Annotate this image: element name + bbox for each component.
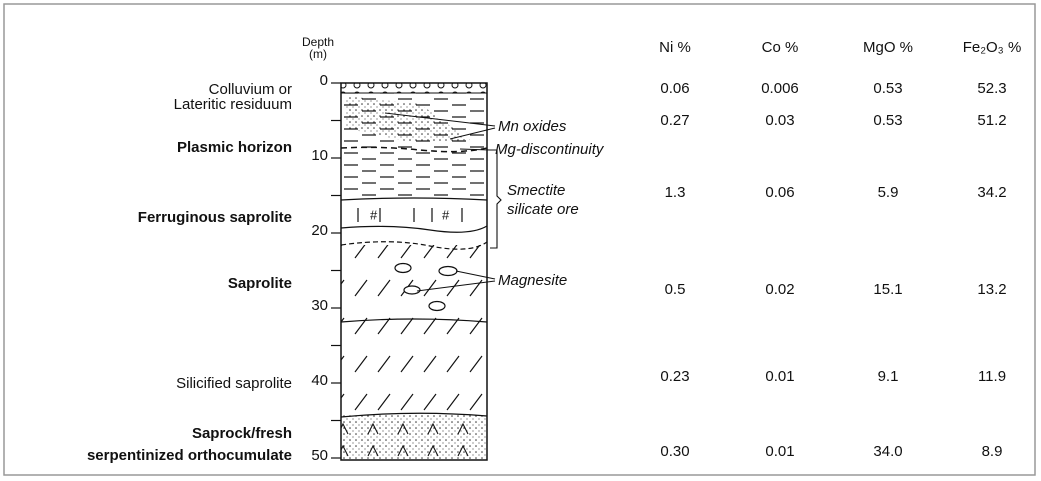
annotation: Smectite <box>507 182 565 199</box>
table-cell: 0.30 <box>660 443 689 460</box>
depth-label: 50 <box>311 447 328 464</box>
layer-label: Ferruginous saprolite <box>138 209 292 226</box>
table-cell: 11.9 <box>978 368 1006 385</box>
profile-column: # # <box>340 82 488 461</box>
table-cell: 52.3 <box>977 80 1006 97</box>
table-cell: 0.006 <box>761 80 799 97</box>
annotation: Magnesite <box>498 272 567 289</box>
svg-text:#: # <box>442 207 450 222</box>
table-cell: 0.5 <box>665 281 686 298</box>
table-cell: 0.53 <box>873 112 902 129</box>
table-cell: 0.23 <box>660 368 689 385</box>
layer-label: Lateritic residuum <box>174 96 292 113</box>
table-cell: 0.03 <box>765 112 794 129</box>
table-cell: 51.2 <box>977 112 1006 129</box>
annotation: Mg-discontinuity <box>495 141 605 158</box>
column-header: MgO % <box>863 39 913 56</box>
depth-title: Depth <box>302 35 334 49</box>
annotation: silicate ore <box>507 201 579 218</box>
table-cell: 9.1 <box>878 368 899 385</box>
table-cell: 15.1 <box>873 281 902 298</box>
table-cell: 0.02 <box>765 281 794 298</box>
table-cell: 8.9 <box>982 443 1003 460</box>
table-cell: 34.2 <box>977 184 1006 201</box>
table-cell: 0.06 <box>660 80 689 97</box>
frame <box>3 3 1036 476</box>
layer-label: Saprock/fresh <box>192 425 292 442</box>
layer-labels: Colluvium or Lateritic residuum Plasmic … <box>87 81 292 464</box>
depth-label: 0 <box>320 72 328 89</box>
layer-label: Saprolite <box>228 275 292 292</box>
layer-label: serpentinized orthocumulate <box>87 447 292 464</box>
table-cell: 0.53 <box>873 80 902 97</box>
table-cell: 0.27 <box>660 112 689 129</box>
table-cell: 0.01 <box>765 368 794 385</box>
table-cell: 0.01 <box>765 443 794 460</box>
column-header: Co % <box>762 39 799 56</box>
svg-text:#: # <box>370 207 378 222</box>
table-cell: 0.06 <box>765 184 794 201</box>
depth-label: 10 <box>311 147 328 164</box>
layer-label: Plasmic horizon <box>177 139 292 156</box>
table-cell: 13.2 <box>977 281 1006 298</box>
layer-label: Colluvium or <box>209 81 292 98</box>
depth-label: 20 <box>311 222 328 239</box>
depth-label: 40 <box>311 372 328 389</box>
layer-label: Silicified saprolite <box>176 375 292 392</box>
leader-lines <box>384 112 502 292</box>
table-cell: 5.9 <box>878 184 899 201</box>
depth-unit: (m) <box>309 47 327 61</box>
depth-label: 30 <box>311 297 328 314</box>
column-header: Fe₂O₃ % <box>963 39 1022 56</box>
column-header: Ni % <box>659 39 691 56</box>
table-cell: 34.0 <box>873 443 902 460</box>
table-cell: 1.3 <box>665 184 686 201</box>
annotation: Mn oxides <box>498 118 567 135</box>
